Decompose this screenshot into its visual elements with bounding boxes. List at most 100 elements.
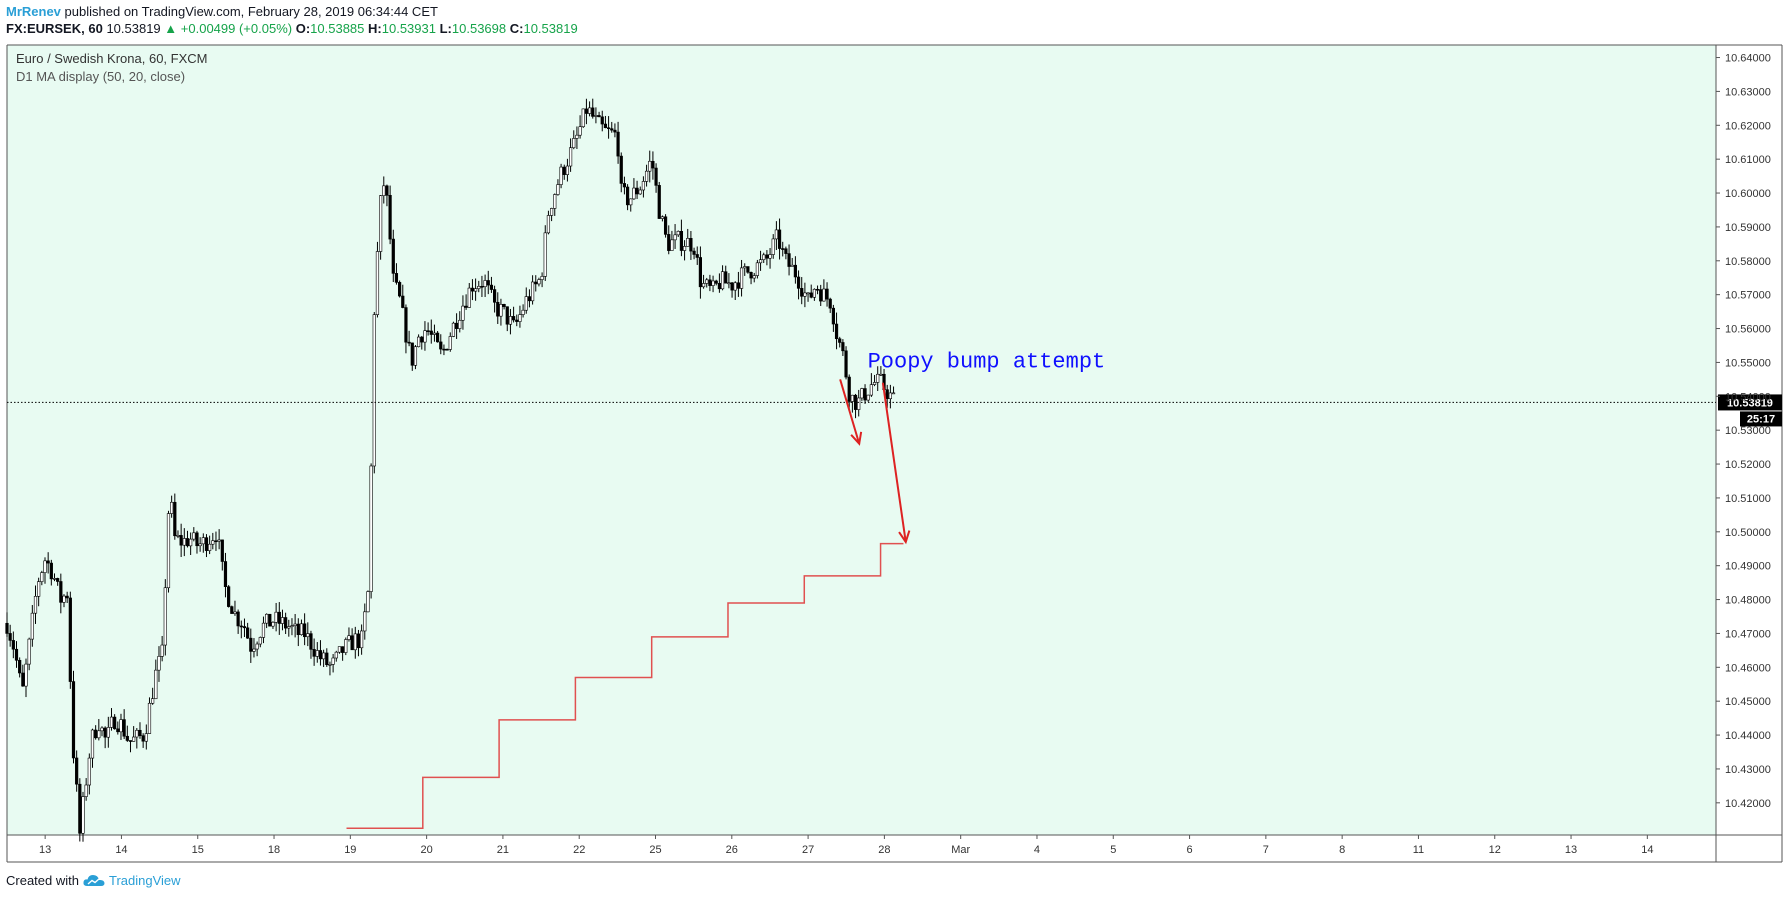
- candle-body: [306, 633, 310, 638]
- candle-body: [806, 292, 810, 295]
- candle-body: [815, 288, 820, 291]
- candle-body: [233, 611, 237, 614]
- candle-body: [394, 273, 399, 283]
- time-axis[interactable]: [7, 835, 1716, 862]
- candle-body: [360, 630, 364, 649]
- candle-body: [841, 342, 845, 352]
- candle-body: [46, 560, 50, 564]
- candle-body: [530, 281, 535, 302]
- candle-body: [52, 578, 57, 580]
- candle-body: [638, 189, 642, 195]
- candle-body: [610, 128, 614, 131]
- candle-body: [71, 681, 76, 759]
- candle-body: [315, 650, 319, 657]
- publish-info: MrRenev published on TradingView.com, Fe…: [6, 4, 438, 19]
- candle-body: [784, 248, 788, 254]
- candle-body: [325, 652, 329, 665]
- candle-body: [483, 280, 487, 287]
- candle-body: [141, 735, 145, 742]
- y-tick-label: 10.59000: [1725, 222, 1771, 234]
- candle-body: [189, 538, 193, 547]
- candle-body: [502, 304, 506, 307]
- candle-body: [540, 276, 544, 280]
- candle-body: [689, 238, 693, 252]
- candle-body: [565, 165, 570, 175]
- candle-body: [787, 253, 791, 267]
- candle-body: [420, 336, 424, 343]
- tradingview-link[interactable]: TradingView: [108, 873, 181, 888]
- candle-body: [572, 138, 576, 149]
- candle-body: [271, 621, 275, 627]
- author-link[interactable]: MrRenev: [6, 4, 61, 19]
- candle-body: [37, 581, 41, 597]
- x-tick-label: 25: [649, 844, 661, 856]
- candle-body: [176, 535, 180, 537]
- candle-body: [413, 346, 418, 366]
- ohlc-bar: FX:EURSEK, 60 10.53819 ▲ +0.00499 (+0.05…: [6, 21, 578, 36]
- y-tick-label: 10.56000: [1725, 324, 1771, 336]
- candle-body: [287, 626, 291, 629]
- candle-body: [752, 275, 756, 279]
- candle-body: [458, 319, 462, 329]
- candle-body: [600, 116, 604, 125]
- candle-body: [144, 733, 148, 742]
- candle-body: [303, 623, 307, 638]
- candle-body: [78, 783, 82, 834]
- x-tick-label: 27: [802, 844, 814, 856]
- candle-body: [68, 597, 72, 682]
- candle-body: [781, 248, 785, 250]
- candle-body: [477, 286, 481, 289]
- candle-body: [768, 254, 772, 259]
- candle-body: [771, 238, 775, 255]
- candle-body: [451, 322, 456, 337]
- candle-body: [11, 640, 15, 650]
- candle-body: [559, 166, 563, 185]
- open-label: O:: [295, 21, 311, 36]
- y-tick-label: 10.64000: [1725, 53, 1771, 65]
- candle-body: [182, 538, 186, 546]
- candle-body: [698, 257, 703, 288]
- candle-body: [717, 283, 722, 290]
- candle-body: [87, 757, 91, 786]
- candle-body: [793, 264, 797, 278]
- y-tick-label: 10.42000: [1725, 798, 1771, 810]
- candle-body: [587, 107, 592, 114]
- candle-body: [436, 332, 440, 343]
- candle-body: [474, 288, 478, 292]
- candle-body: [872, 382, 877, 385]
- candle-body: [94, 729, 98, 739]
- candle-body: [8, 633, 12, 641]
- candle-body: [667, 234, 671, 251]
- candle-body: [59, 581, 63, 603]
- candle-body: [258, 637, 262, 645]
- annotation-text: Poopy bump attempt: [868, 350, 1106, 375]
- candle-body: [455, 322, 459, 329]
- candle-body: [239, 625, 243, 628]
- candle-body: [888, 392, 892, 400]
- x-tick-label: 26: [726, 844, 738, 856]
- y-tick-label: 10.58000: [1725, 256, 1771, 268]
- candle-body: [584, 108, 589, 114]
- candle-body: [249, 637, 253, 652]
- price-axis[interactable]: [1716, 45, 1782, 835]
- candle-body: [616, 131, 620, 157]
- candle-body: [296, 623, 300, 635]
- candle-body: [49, 562, 53, 580]
- candle-body: [5, 622, 9, 634]
- candle-body: [777, 229, 782, 249]
- high-value: 10.53931: [381, 21, 436, 36]
- candle-body: [521, 309, 525, 315]
- candle-body: [641, 181, 646, 191]
- candle-body: [192, 532, 196, 540]
- candle-body: [204, 537, 209, 551]
- plot-area[interactable]: [7, 45, 1716, 835]
- candle-body: [790, 264, 794, 267]
- candle-body: [758, 259, 763, 264]
- candle-body: [90, 729, 95, 759]
- candle-body: [762, 254, 766, 261]
- x-tick-label: 12: [1489, 844, 1501, 856]
- y-tick-label: 10.44000: [1725, 730, 1771, 742]
- candle-body: [876, 373, 880, 383]
- candle-body: [619, 155, 623, 184]
